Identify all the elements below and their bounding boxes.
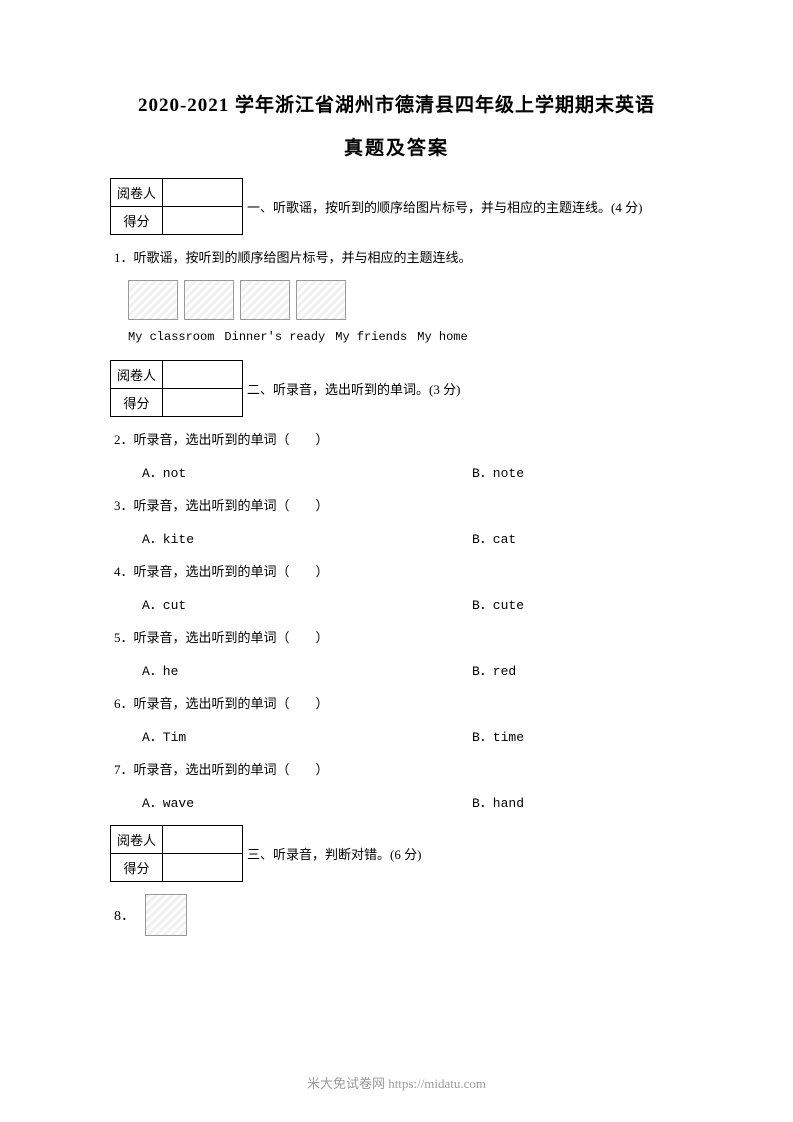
image-labels-row: My classroom Dinner's ready My friends M… xyxy=(128,330,683,344)
options-row-5: A．heB．red xyxy=(142,660,683,679)
option-b-7: B．hand xyxy=(472,792,683,811)
question-2: 2．听录音，选出听到的单词（ ） xyxy=(114,429,683,448)
option-a-7: A．wave xyxy=(142,792,472,811)
image-dinner xyxy=(184,280,234,320)
image-friends xyxy=(240,280,290,320)
score-value-reviewer-2 xyxy=(163,361,243,389)
section2-heading: 二、听录音，选出听到的单词。(3 分) xyxy=(247,379,460,398)
page-title-sub: 真题及答案 xyxy=(110,133,683,160)
option-a-5: A．he xyxy=(142,660,472,679)
options-row-2: A．notB．note xyxy=(142,462,683,481)
section2-header-row: 阅卷人 得分 二、听录音，选出听到的单词。(3 分) xyxy=(110,360,683,417)
score-table-1: 阅卷人 得分 xyxy=(110,178,243,235)
label-dinner: Dinner's ready xyxy=(224,330,325,344)
label-classroom: My classroom xyxy=(128,330,214,344)
question-3: 3．听录音，选出听到的单词（ ） xyxy=(114,495,683,514)
question-1: 1．听歌谣，按听到的顺序给图片标号，并与相应的主题连线。 xyxy=(114,247,683,266)
image-classroom xyxy=(128,280,178,320)
option-a-4: A．cut xyxy=(142,594,472,613)
score-label-reviewer-3: 阅卷人 xyxy=(111,826,163,854)
label-friends: My friends xyxy=(335,330,407,344)
score-table-3: 阅卷人 得分 xyxy=(110,825,243,882)
option-b-5: B．red xyxy=(472,660,683,679)
score-value-reviewer xyxy=(163,179,243,207)
question-6: 6．听录音，选出听到的单词（ ） xyxy=(114,693,683,712)
option-b-4: B．cute xyxy=(472,594,683,613)
options-row-7: A．waveB．hand xyxy=(142,792,683,811)
question-8-num: 8． xyxy=(114,905,135,925)
image-q8 xyxy=(145,894,187,936)
score-label-reviewer: 阅卷人 xyxy=(111,179,163,207)
options-row-4: A．cutB．cute xyxy=(142,594,683,613)
option-b-3: B．cat xyxy=(472,528,683,547)
label-home: My home xyxy=(417,330,467,344)
question-8: 8． xyxy=(114,894,683,936)
image-home xyxy=(296,280,346,320)
image-row xyxy=(128,280,683,320)
section1-heading: 一、听歌谣，按听到的顺序给图片标号，并与相应的主题连线。(4 分) xyxy=(247,197,642,216)
score-label-points-3: 得分 xyxy=(111,854,163,882)
section3-heading: 三、听录音，判断对错。(6 分) xyxy=(247,844,421,863)
score-value-points xyxy=(163,207,243,235)
score-label-points: 得分 xyxy=(111,207,163,235)
page-footer: 米大免试卷网 https://midatu.com xyxy=(0,1073,793,1092)
score-value-reviewer-3 xyxy=(163,826,243,854)
score-label-reviewer-2: 阅卷人 xyxy=(111,361,163,389)
question-5: 5．听录音，选出听到的单词（ ） xyxy=(114,627,683,646)
option-b-2: B．note xyxy=(472,462,683,481)
question-7: 7．听录音，选出听到的单词（ ） xyxy=(114,759,683,778)
options-row-3: A．kiteB．cat xyxy=(142,528,683,547)
score-value-points-3 xyxy=(163,854,243,882)
score-value-points-2 xyxy=(163,389,243,417)
option-a-2: A．not xyxy=(142,462,472,481)
options-row-6: A．TimB．time xyxy=(142,726,683,745)
question-4: 4．听录音，选出听到的单词（ ） xyxy=(114,561,683,580)
section3-header-row: 阅卷人 得分 三、听录音，判断对错。(6 分) xyxy=(110,825,683,882)
option-b-6: B．time xyxy=(472,726,683,745)
score-table-2: 阅卷人 得分 xyxy=(110,360,243,417)
section1-header-row: 阅卷人 得分 一、听歌谣，按听到的顺序给图片标号，并与相应的主题连线。(4 分) xyxy=(110,178,683,235)
option-a-3: A．kite xyxy=(142,528,472,547)
option-a-6: A．Tim xyxy=(142,726,472,745)
page-title-main: 2020-2021 学年浙江省湖州市德清县四年级上学期期末英语 xyxy=(110,90,683,117)
score-label-points-2: 得分 xyxy=(111,389,163,417)
